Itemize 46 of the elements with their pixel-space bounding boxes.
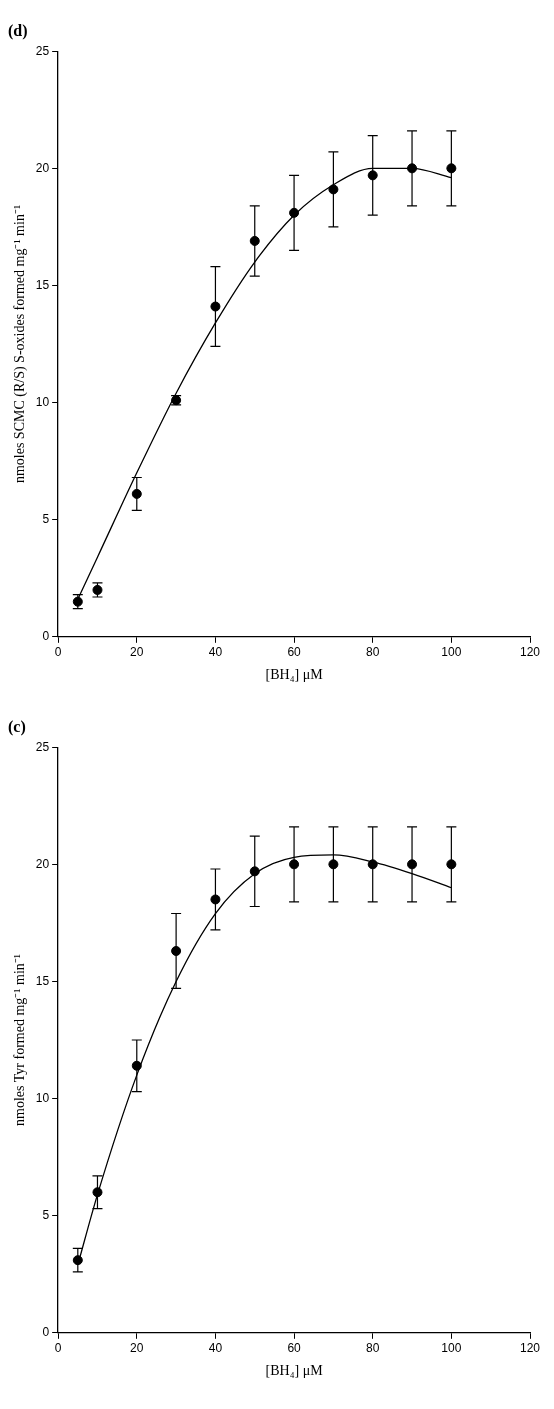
y-axis-title: nmoles Tyr formed mg⁻¹ min⁻¹ (12, 954, 28, 1126)
y-tick-label: 5 (42, 1207, 50, 1222)
chart-title: (c) (8, 717, 26, 736)
y-tick-label: 20 (35, 160, 50, 175)
point (446, 859, 457, 870)
x-tick-label: 20 (130, 1341, 144, 1356)
point (328, 184, 339, 195)
x-tick-label: 20 (130, 645, 144, 660)
x-tick-label: 60 (287, 645, 302, 660)
y-tick-label: 15 (35, 973, 50, 988)
point (367, 170, 378, 181)
point (131, 1060, 142, 1071)
x-tick-label: 0 (54, 1341, 62, 1356)
point (446, 163, 457, 174)
point (92, 1187, 103, 1198)
y-tick-label: 0 (42, 1325, 50, 1340)
point (210, 894, 221, 905)
y-tick-label: 10 (35, 1090, 50, 1105)
x-tick-label: 80 (366, 645, 380, 660)
point (210, 301, 221, 312)
y-tick-label: 25 (35, 739, 50, 754)
y-tick-label: 5 (42, 511, 50, 526)
point (131, 488, 142, 499)
y-tick-label: 0 (42, 629, 50, 644)
y-tick-label: 25 (35, 43, 50, 58)
point (367, 859, 378, 870)
x-tick-label: 60 (287, 1341, 302, 1356)
x-tick-label: 80 (366, 1341, 380, 1356)
y-tick-label: 10 (35, 394, 50, 409)
x-tick-label: 120 (519, 645, 541, 660)
x-axis-title: [BH₄] μM (265, 1363, 324, 1379)
x-tick-label: 40 (208, 1341, 223, 1356)
point (249, 866, 260, 877)
x-axis-title: [BH₄] μM (265, 667, 324, 683)
x-tick-label: 0 (54, 645, 62, 660)
y-tick-label: 20 (35, 856, 50, 871)
chart-title: (d) (8, 21, 28, 40)
y-axis-title: nmoles SCMC (R/S) S-oxides formed mg⁻¹ min⁻¹ (12, 204, 29, 484)
x-tick-label: 120 (519, 1341, 541, 1356)
x-tick-label: 40 (208, 645, 223, 660)
point (328, 859, 339, 870)
y-tick-label: 15 (35, 277, 50, 292)
x-tick-label: 100 (441, 1341, 462, 1356)
x-tick-label: 100 (441, 645, 462, 660)
point (72, 1255, 83, 1266)
point (249, 235, 260, 246)
